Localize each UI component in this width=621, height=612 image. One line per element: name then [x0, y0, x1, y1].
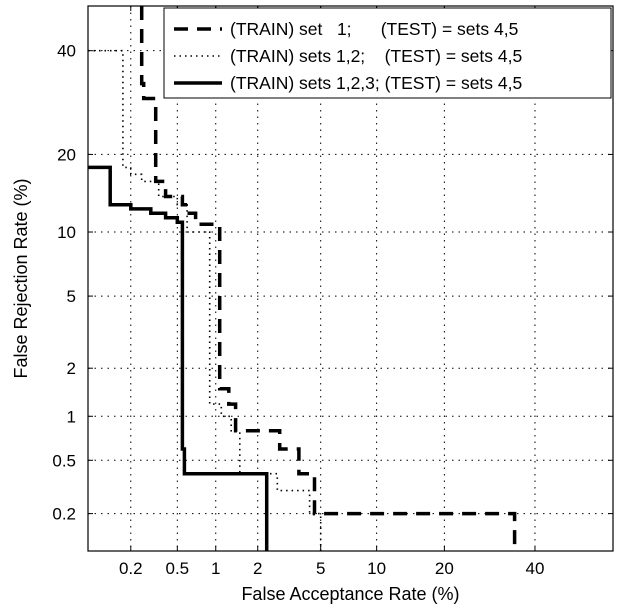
y-tick-label: 5 [67, 287, 76, 306]
x-tick-label: 5 [316, 559, 325, 578]
y-tick-label: 0.5 [52, 451, 76, 470]
x-tick-label: 0.2 [119, 559, 143, 578]
y-tick-label: 10 [57, 223, 76, 242]
x-tick-label: 40 [526, 559, 545, 578]
x-tick-label: 20 [435, 559, 454, 578]
x-tick-label: 0.5 [166, 559, 190, 578]
x-tick-label: 10 [367, 559, 386, 578]
y-tick-label: 0.2 [52, 505, 76, 524]
legend-entry-label: (TRAIN) sets 1,2,3; (TEST) = sets 4,5 [230, 73, 522, 93]
legend: (TRAIN) set 1; (TEST) = sets 4,5 (TRAIN) … [163, 7, 612, 99]
plot-frame [87, 5, 614, 552]
legend-entry-label: (TRAIN) set 1; (TEST) = sets 4,5 [230, 19, 518, 39]
y-axis-label: False Rejection Rate (%) [11, 178, 31, 378]
x-axis-label: False Acceptance Rate (%) [241, 584, 459, 604]
series-line-dotted [88, 49, 322, 551]
y-tick-label: 40 [57, 42, 76, 61]
y-tick-label: 2 [67, 359, 76, 378]
legend-entry-label: (TRAIN) sets 1,2; (TEST) = sets 4,5 [230, 46, 522, 66]
series-line-dashed [139, 6, 517, 551]
x-tick-label: 2 [253, 559, 262, 578]
series-line-solid [88, 165, 269, 551]
y-tick-label: 20 [57, 145, 76, 164]
legend-box [163, 7, 612, 99]
y-tick-label: 1 [67, 407, 76, 426]
x-tick-label: 1 [211, 559, 220, 578]
series-layer [88, 6, 517, 551]
